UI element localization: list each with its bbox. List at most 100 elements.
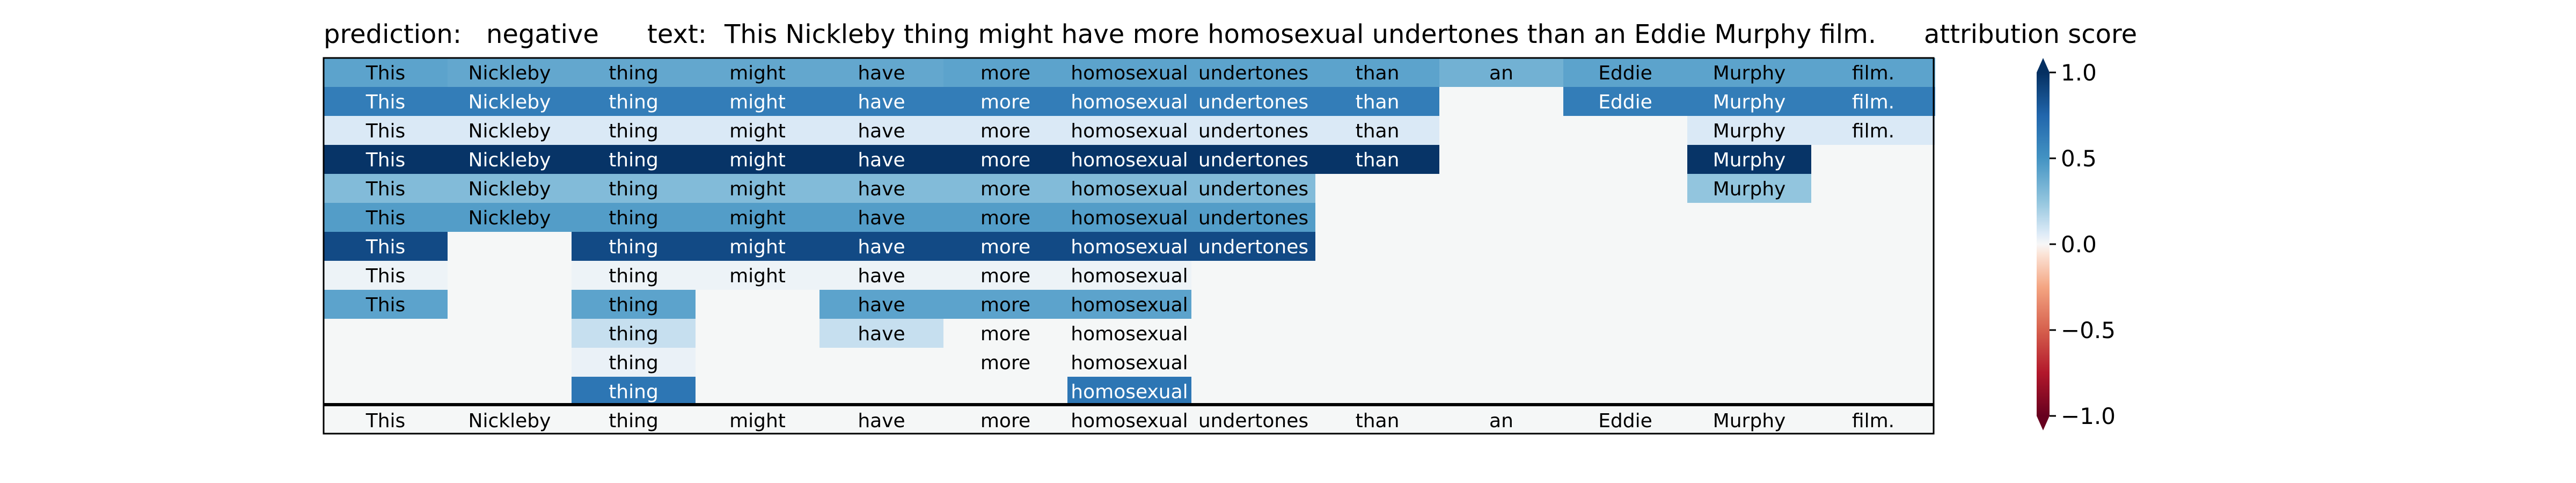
heatmap-cell (1191, 174, 1315, 203)
heatmap-cell (1439, 232, 1563, 261)
cell-token-label: have (858, 265, 905, 287)
heatmap-cell (943, 348, 1067, 377)
cell-token-label: homosexual (1071, 352, 1188, 374)
text-value: This Nickleby thing might have more homo… (724, 19, 1877, 49)
heatmap-cell (696, 232, 819, 261)
heatmap-cell (324, 174, 448, 203)
heatmap-cell (572, 116, 696, 145)
cell-token-label: This (365, 91, 406, 113)
heatmap-cell (1439, 290, 1563, 319)
heatmap-cell (696, 319, 819, 348)
heatmap-cell (1315, 261, 1439, 290)
cell-token-label: more (980, 323, 1030, 345)
cell-token-label: thing (609, 91, 658, 113)
heatmap-cell (696, 377, 819, 406)
heatmap-cell (819, 145, 943, 174)
cell-token-label: than (1356, 62, 1400, 84)
heatmap-cell (1439, 203, 1563, 232)
cell-token-label: homosexual (1071, 207, 1188, 229)
heatmap-cell (1439, 348, 1563, 377)
heatmap-cell (448, 232, 572, 261)
heatmap-cell (1315, 232, 1439, 261)
colorbar-extend-top (2037, 58, 2050, 72)
cell-token-label: homosexual (1071, 381, 1188, 403)
cell-token-label: undertones (1198, 62, 1308, 84)
cell-token-label: homosexual (1071, 265, 1188, 287)
prediction-label: prediction: (324, 19, 462, 49)
cell-token-label: homosexual (1071, 91, 1188, 113)
heatmap-cell (572, 145, 696, 174)
heatmap-cell (1563, 58, 1687, 87)
heatmap-cell (943, 232, 1067, 261)
cell-token-label: than (1356, 149, 1400, 171)
heatmap-cell (1563, 87, 1687, 116)
heatmap-cell (1811, 290, 1935, 319)
token-row-background (324, 406, 1935, 435)
heatmap-cell (1191, 319, 1315, 348)
cell-token-label: than (1356, 120, 1400, 142)
heatmap-cell (696, 116, 819, 145)
cell-token-label: undertones (1198, 149, 1308, 171)
heatmap-cell (1811, 261, 1935, 290)
heatmap-cell (1191, 348, 1315, 377)
heatmap-cell (1191, 203, 1315, 232)
cell-token-label: film. (1852, 91, 1894, 113)
cell-token-label: might (729, 120, 786, 142)
heatmap-cell (1811, 203, 1935, 232)
heatmap-cell (1811, 348, 1935, 377)
chart-title: prediction: negative text: This Nickleby… (324, 19, 1876, 52)
heatmap-cell (1191, 261, 1315, 290)
heatmap-cell (1811, 377, 1935, 406)
heatmap-cell (324, 232, 448, 261)
cell-token-label: This (365, 149, 406, 171)
heatmap-cell (819, 261, 943, 290)
heatmap-cell (1811, 174, 1935, 203)
heatmap-cell (819, 174, 943, 203)
token-row-label: might (729, 410, 786, 432)
heatmap-cell (943, 203, 1067, 232)
cell-token-label: have (858, 149, 905, 171)
token-row-label: an (1489, 410, 1513, 432)
heatmap-cell (1315, 377, 1439, 406)
heatmap-cell (1315, 87, 1439, 116)
heatmap-cell (1563, 232, 1687, 261)
heatmap-cell (1439, 116, 1563, 145)
token-row-label: than (1356, 410, 1400, 432)
heatmap-cell (1563, 377, 1687, 406)
text-label: text: (647, 19, 707, 49)
colorbar-body (2037, 72, 2050, 416)
heatmap-cell (943, 174, 1067, 203)
cell-token-label: Murphy (1713, 149, 1786, 171)
cell-token-label: film. (1852, 120, 1894, 142)
cell-token-label: thing (609, 149, 658, 171)
cell-token-label: This (365, 178, 406, 200)
heatmap-cell (1067, 174, 1191, 203)
heatmap-cell (1687, 145, 1811, 174)
cell-token-label: thing (609, 381, 658, 403)
heatmap-cell (448, 174, 572, 203)
cell-token-label: more (980, 207, 1030, 229)
heatmap-cell (1687, 58, 1811, 87)
heatmap-cell (572, 319, 696, 348)
colorbar-tick-label: 1.0 (2061, 60, 2097, 86)
heatmap-cell (1563, 174, 1687, 203)
token-row-label: more (980, 410, 1030, 432)
heatmap-cell (696, 203, 819, 232)
token-row-label: undertones (1198, 410, 1308, 432)
heatmap-cell (1315, 290, 1439, 319)
heatmap-cell (448, 116, 572, 145)
heatmap-cell (448, 348, 572, 377)
heatmap-cell (572, 290, 696, 319)
cell-token-label: Murphy (1713, 91, 1786, 113)
prediction-value: negative (486, 19, 599, 49)
heatmap-cell (1067, 58, 1191, 87)
heatmap-cell (1067, 261, 1191, 290)
heatmap-cell (1811, 58, 1935, 87)
colorbar-extend-bottom (2037, 416, 2050, 430)
heatmap-cell (448, 319, 572, 348)
heatmap-cell (1191, 377, 1315, 406)
heatmap-cell (1563, 116, 1687, 145)
heatmap-cell (1315, 319, 1439, 348)
heatmap-cell (1067, 319, 1191, 348)
heatmap-cell (448, 290, 572, 319)
